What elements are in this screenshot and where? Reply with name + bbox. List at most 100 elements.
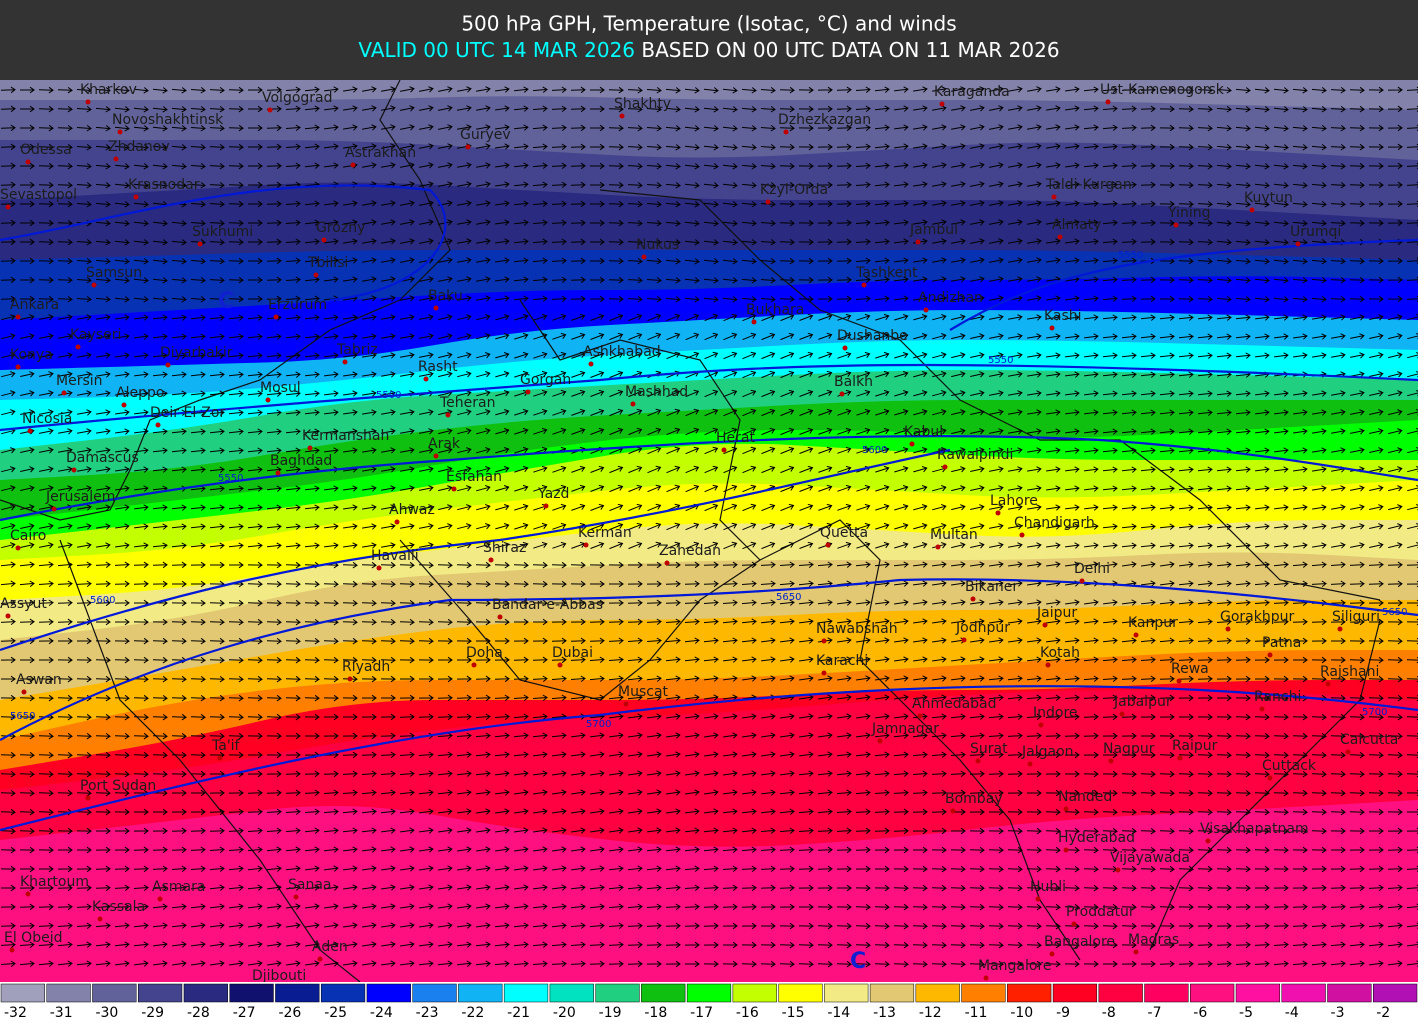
labels: Kharkov Volgograd Novoshakhtinsk Odessa Zhda… (0, 82, 1407, 991)
city-label: Herat (716, 430, 755, 446)
city-dot (1133, 949, 1139, 955)
city-dot (939, 101, 945, 107)
city-dot (1115, 867, 1121, 873)
city-dot (630, 401, 636, 407)
contour-label: 5550 (1118, 250, 1143, 261)
border (1149, 619, 1381, 951)
valid-time: VALID 00 UTC 14 MAR 2026 (358, 38, 635, 62)
city-dot (942, 464, 948, 470)
city-dot (5, 204, 11, 210)
city-label: Hubli (1030, 879, 1066, 895)
city-dot (1027, 761, 1033, 767)
wind-arrows (0, 86, 1418, 968)
city-label: Shakhty (614, 96, 671, 112)
contour-label: 5600 (862, 445, 887, 456)
contour-label: 5650 (1382, 607, 1407, 618)
city-label: Tashkent (855, 265, 918, 281)
city-label: Ashkhabad (583, 344, 661, 360)
city-dot (15, 314, 21, 320)
city-label: Andizhan (918, 290, 983, 306)
city-label: Proddatur (1066, 904, 1135, 920)
contour-label: 5700 (586, 719, 611, 730)
city-dot (995, 510, 1001, 516)
city-dot (265, 397, 271, 403)
city-label: Samsun (86, 265, 142, 281)
city-label: Sukhumi (192, 224, 253, 240)
city-label: Sanaa (288, 877, 332, 893)
city-dot (1057, 234, 1063, 240)
city-dot (217, 755, 223, 761)
city-label: Ankara (10, 297, 59, 313)
city-dot (588, 361, 594, 367)
legend-label: -7 (1148, 1005, 1162, 1021)
city-dot (1295, 241, 1301, 247)
city-dot (783, 129, 789, 135)
city-label: Mangalore (978, 958, 1052, 974)
city-label: Ranchi (1254, 689, 1301, 705)
city-label: Urumqi (1290, 224, 1341, 240)
legend-label: -15 (782, 1005, 805, 1021)
city-dot (423, 376, 429, 382)
city-dot (721, 447, 727, 453)
city-label: Erzurum (268, 297, 327, 313)
city-label: Nicosia (22, 411, 72, 427)
city-label: Deir El-Zor (150, 405, 225, 421)
map-subtitle: VALID 00 UTC 14 MAR 2026 BASED ON 00 UTC… (358, 38, 1059, 62)
city-dot (113, 156, 119, 162)
legend-swatch (595, 983, 640, 1003)
city-label: Raipur (1172, 738, 1218, 754)
city-dot (133, 194, 139, 200)
city-dot (165, 362, 171, 368)
city-dot (25, 891, 31, 897)
city-label: Guryev (460, 127, 511, 143)
city-label: Quetta (820, 525, 868, 541)
contour-label: 5550 (988, 355, 1013, 366)
legend-swatch (915, 983, 960, 1003)
city-label: Baghdad (270, 453, 332, 469)
city-label: Aswan (16, 672, 62, 688)
legend-label: -32 (4, 1005, 27, 1021)
city-dot (1108, 758, 1114, 764)
gph-contours (0, 184, 1418, 832)
city-dot (983, 975, 989, 981)
city-label: Cairo (10, 528, 46, 544)
city-dot (25, 159, 31, 165)
city-label: Dushanbe (837, 328, 908, 344)
legend-label: -31 (50, 1005, 73, 1021)
city-dot (839, 391, 845, 397)
city-label: Teheran (439, 395, 495, 411)
city-label: Bandar-e-Abbas (492, 597, 603, 613)
header-bar (0, 0, 1418, 80)
city-label: Jambul (909, 222, 958, 238)
city-dot (197, 241, 203, 247)
city-dot (1049, 951, 1055, 957)
city-dot (307, 445, 313, 451)
city-dot (394, 519, 400, 525)
city-label: Volgograd (262, 90, 333, 106)
city-label: Esfahan (446, 469, 502, 485)
contour (0, 363, 1418, 432)
city-dot (61, 390, 67, 396)
city-label: Odessa (20, 142, 72, 158)
contour-label: 5500 (376, 390, 401, 401)
legend-label: -19 (599, 1005, 622, 1021)
legend-swatch (1190, 983, 1235, 1003)
city-label: Mersin (56, 373, 103, 389)
city-label: Shiraz (483, 540, 526, 556)
city-dot (117, 129, 123, 135)
city-dot (1177, 755, 1183, 761)
city-dot (1042, 622, 1048, 628)
city-dot (909, 441, 915, 447)
city-dot (1105, 99, 1111, 105)
city-dot (861, 282, 867, 288)
city-dot (313, 272, 319, 278)
city-label: Lahore (990, 493, 1038, 509)
legend-label: -12 (919, 1005, 942, 1021)
city-label: Rasht (418, 359, 458, 375)
legend-swatch (1373, 983, 1418, 1003)
legend-swatch (458, 983, 503, 1003)
legend-swatch (92, 983, 137, 1003)
city-dot (1049, 325, 1055, 331)
city-dot (1173, 222, 1179, 228)
legend-label: -30 (95, 1005, 118, 1021)
